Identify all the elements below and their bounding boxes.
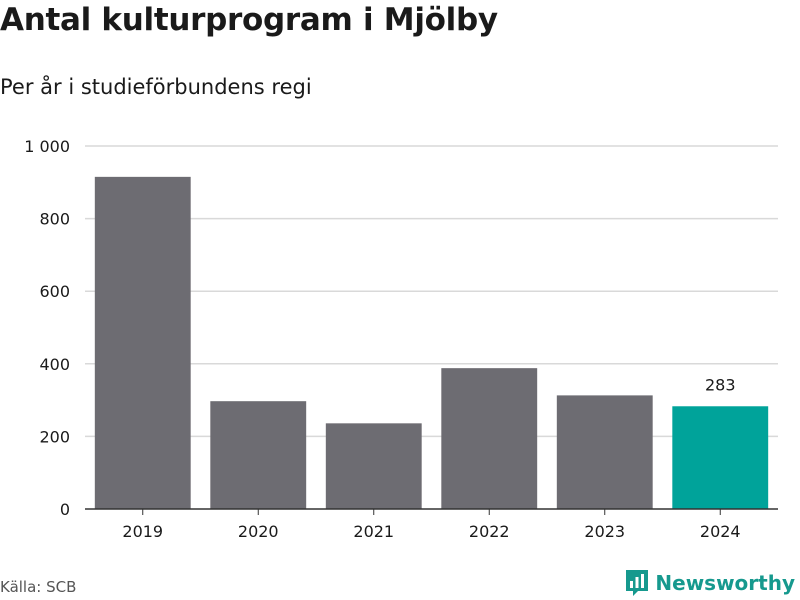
y-tick-label: 1 000 xyxy=(24,137,70,156)
x-tick-label: 2024 xyxy=(700,522,741,541)
bar-2023 xyxy=(556,395,653,509)
y-tick-label: 400 xyxy=(39,355,70,374)
bars xyxy=(94,176,769,510)
x-tick-label: 2021 xyxy=(353,522,394,541)
x-tick-label: 2019 xyxy=(122,522,163,541)
y-tick-label: 200 xyxy=(39,427,70,446)
bar-2021 xyxy=(325,423,422,509)
y-tick-label: 600 xyxy=(39,282,70,301)
y-axis-ticks: 0 200 400 600 800 1 000 xyxy=(24,137,70,519)
x-tick-label: 2022 xyxy=(469,522,510,541)
y-tick-label: 0 xyxy=(60,500,70,519)
newsworthy-logo-icon xyxy=(626,570,649,596)
x-axis-ticks: 2019 2020 2021 2022 2023 2024 xyxy=(122,509,741,541)
y-tick-label: 800 xyxy=(39,210,70,229)
bar-2024 xyxy=(672,406,769,509)
x-tick-label: 2023 xyxy=(584,522,625,541)
data-label: 283 xyxy=(705,375,736,394)
brand-logo: Newsworthy xyxy=(625,569,795,597)
chart-subtitle: Per år i studieförbundens regi xyxy=(0,75,312,99)
source-note: Källa: SCB xyxy=(0,578,77,596)
bar-2022 xyxy=(441,368,538,509)
bar-2019 xyxy=(94,176,191,510)
brand-name: Newsworthy xyxy=(655,571,795,595)
chart-title: Antal kulturprogram i Mjölby xyxy=(0,2,498,38)
x-tick-label: 2020 xyxy=(238,522,279,541)
data-labels: 283 xyxy=(705,375,736,394)
bar-2020 xyxy=(210,401,307,509)
grid-lines xyxy=(85,145,778,438)
